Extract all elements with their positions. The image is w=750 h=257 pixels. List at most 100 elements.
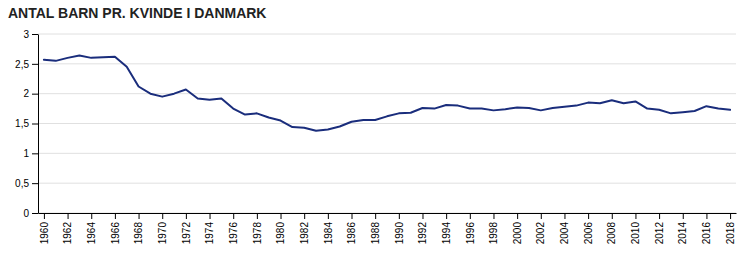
x-tick-mark [541, 213, 542, 219]
grid-line [38, 34, 736, 35]
x-tick: 1968 [133, 213, 144, 244]
x-tick: 1966 [110, 213, 121, 244]
x-tick-label: 1974 [204, 222, 215, 245]
y-tick: 0,5 [15, 178, 38, 189]
y-tick-mark [32, 124, 38, 125]
x-tick-mark [328, 213, 329, 219]
y-axis-line [38, 35, 39, 214]
x-tick-mark [139, 213, 140, 219]
x-tick-mark [730, 213, 731, 219]
x-tick-mark [493, 213, 494, 219]
x-tick: 1986 [346, 213, 357, 244]
x-tick: 2006 [583, 213, 594, 244]
x-tick: 2000 [512, 213, 523, 244]
y-tick: 2 [23, 88, 38, 99]
x-axis: 1960 1962 1964 1966 1968 1970 1972 1974 1976 1978… [39, 213, 737, 244]
x-tick-label: 1970 [157, 222, 168, 245]
x-tick-label: 1964 [86, 222, 97, 245]
x-tick-mark [257, 213, 258, 219]
x-tick-label: 1988 [370, 222, 381, 245]
y-tick-label: 0 [23, 208, 29, 219]
x-tick-mark [68, 213, 69, 219]
x-tick: 1978 [252, 213, 263, 244]
x-tick-label: 1994 [441, 222, 452, 245]
y-tick: 2,5 [15, 59, 38, 70]
x-tick-label: 1990 [394, 222, 405, 245]
y-tick-mark [32, 183, 38, 184]
x-tick: 1960 [39, 213, 50, 244]
y-tick-label: 1 [23, 148, 29, 159]
y-tick-mark [32, 213, 38, 214]
x-tick-label: 1968 [133, 222, 144, 245]
grid-line [38, 93, 736, 94]
x-tick-label: 1978 [252, 222, 263, 245]
x-tick-label: 2016 [701, 222, 712, 245]
y-tick-mark [32, 94, 38, 95]
x-tick-label: 2014 [677, 222, 688, 245]
y-tick-mark [32, 34, 38, 35]
x-tick: 2010 [630, 213, 641, 244]
x-tick-label: 2012 [654, 222, 665, 245]
x-tick-mark [588, 213, 589, 219]
x-tick: 2012 [654, 213, 665, 244]
x-tick: 1972 [181, 213, 192, 244]
y-tick: 3 [23, 29, 38, 40]
x-tick: 2008 [606, 213, 617, 244]
x-tick-mark [210, 213, 211, 219]
x-tick-label: 2010 [630, 222, 641, 245]
grid-line [38, 183, 736, 184]
x-tick: 2004 [559, 213, 570, 244]
plot: 1960 1962 1964 1966 1968 1970 1972 1974 1976 1978… [15, 29, 736, 245]
x-tick: 1976 [228, 213, 239, 244]
x-tick-mark [446, 213, 447, 219]
x-tick: 1984 [323, 213, 334, 244]
x-tick: 2018 [725, 213, 736, 244]
x-tick-mark [304, 213, 305, 219]
x-tick-label: 1998 [488, 222, 499, 245]
x-tick-label: 2002 [535, 222, 546, 245]
x-tick-mark [564, 213, 565, 219]
x-tick-label: 2000 [512, 222, 523, 245]
x-tick: 1994 [441, 213, 452, 244]
x-tick: 1980 [275, 213, 286, 244]
x-tick-label: 2018 [725, 222, 736, 245]
x-tick-label: 1992 [417, 222, 428, 245]
y-tick-label: 0,5 [15, 178, 29, 189]
x-tick: 1974 [204, 213, 215, 244]
x-tick-mark [352, 213, 353, 219]
x-tick-label: 1980 [275, 222, 286, 245]
x-tick-mark [635, 213, 636, 219]
x-tick-mark [162, 213, 163, 219]
x-tick-label: 2008 [606, 222, 617, 245]
chart: ANTAL BARN PR. KVINDE I DANMARK196019621… [0, 0, 750, 257]
x-tick: 1988 [370, 213, 381, 244]
x-tick-label: 1982 [299, 222, 310, 245]
grid-line [38, 123, 736, 124]
x-tick: 1970 [157, 213, 168, 244]
x-tick-label: 1972 [181, 222, 192, 245]
y-tick: 1 [23, 148, 38, 159]
x-tick-label: 1976 [228, 222, 239, 245]
y-tick: 1,5 [15, 118, 38, 129]
x-tick-label: 1986 [346, 222, 357, 245]
x-tick: 1998 [488, 213, 499, 244]
x-tick-mark [44, 213, 45, 219]
line [44, 55, 730, 130]
x-tick-mark [612, 213, 613, 219]
x-tick-label: 1966 [110, 222, 121, 245]
x-tick-label: 1984 [323, 222, 334, 245]
x-tick-mark [659, 213, 660, 219]
x-tick-mark [706, 213, 707, 219]
x-tick-label: 1962 [62, 222, 73, 245]
x-tick-mark [422, 213, 423, 219]
y-tick-mark [32, 153, 38, 154]
x-tick-mark [186, 213, 187, 219]
x-tick-mark [281, 213, 282, 219]
x-tick: 2002 [535, 213, 546, 244]
x-tick-mark [375, 213, 376, 219]
lines [44, 55, 730, 130]
x-tick: 1982 [299, 213, 310, 244]
y-tick-label: 2,5 [15, 59, 29, 70]
x-tick: 1996 [465, 213, 476, 244]
grid-line [38, 213, 736, 214]
